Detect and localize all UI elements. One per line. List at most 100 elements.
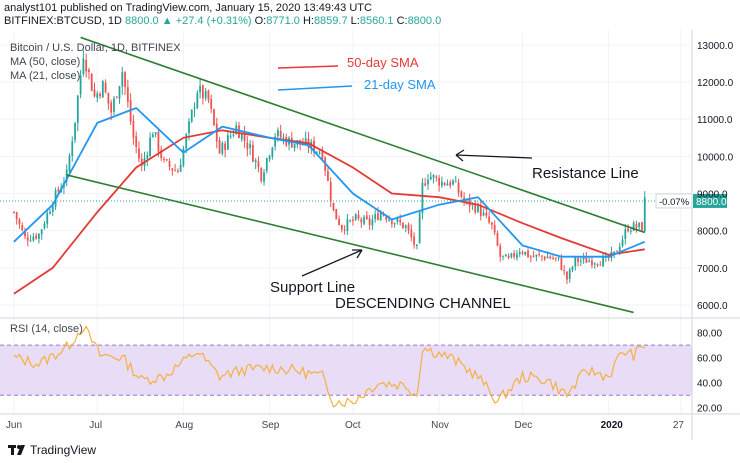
candle-body (352, 219, 354, 221)
candle-body (176, 171, 179, 173)
candle-body (26, 237, 29, 241)
candle-body (427, 179, 429, 185)
candle-body (560, 257, 563, 270)
candle-body (243, 133, 246, 141)
time-tick-label: Aug (175, 420, 193, 431)
rsi-band (0, 345, 692, 396)
resistance-annotation: Resistance Line (532, 165, 639, 182)
candle-body (338, 219, 340, 225)
candle-body (396, 218, 399, 222)
candle-body (218, 140, 221, 154)
price-badge (693, 193, 727, 208)
candle-body (82, 58, 85, 75)
candle-body (204, 90, 207, 99)
candle-body (549, 256, 552, 259)
candle-body (574, 256, 577, 267)
candle-body (332, 202, 335, 211)
candle-body (104, 82, 107, 93)
sma50-key-line (277, 65, 339, 69)
candle-body (616, 250, 618, 252)
candle-body (315, 151, 318, 153)
candle-body (40, 229, 43, 235)
candle-body (390, 220, 393, 225)
candle-body (321, 151, 324, 160)
price-tick-label: 10000.0 (697, 152, 734, 163)
price-tick-label: 11000.0 (697, 115, 733, 126)
candle-body (635, 224, 638, 228)
candle-body (115, 96, 118, 98)
time-tick-label: 2020 (601, 420, 624, 431)
candle-body (213, 109, 215, 126)
candle-body (318, 152, 321, 154)
resistance-trendline (80, 36, 646, 234)
last-price: 8800.0 (125, 15, 159, 27)
close-label: C: (396, 15, 408, 27)
candle-body (21, 225, 24, 230)
candle-body (154, 132, 157, 135)
candle-body (146, 154, 149, 159)
candle-body (101, 81, 104, 98)
candle-body (571, 266, 574, 271)
candle-body (388, 219, 390, 221)
candle-body (496, 233, 499, 246)
candle-body (132, 120, 135, 138)
candle-body (254, 160, 257, 163)
candle-body (232, 134, 235, 136)
time-tick-label: Jun (6, 420, 22, 431)
candle-body (457, 182, 460, 193)
candle-body (507, 255, 510, 258)
candle-body (93, 89, 96, 97)
candle-body (643, 197, 646, 232)
candle-body (538, 254, 541, 256)
price-tick-label: 13000.0 (697, 41, 734, 52)
candle-body (126, 87, 129, 102)
tradingview-logo-icon (8, 445, 25, 455)
high-value: 8859.7 (313, 15, 348, 27)
candle-body (435, 176, 438, 178)
candle-body (240, 133, 243, 140)
candle-body (518, 251, 521, 255)
candle-body (282, 136, 285, 138)
candle-body (271, 147, 274, 157)
candle-body (404, 225, 407, 228)
candle-body (546, 256, 549, 259)
candle-body (343, 229, 346, 231)
candle-body (29, 240, 32, 242)
candle-body (585, 257, 588, 263)
candle-body (15, 212, 18, 220)
candle-body (360, 219, 363, 223)
candle-body (51, 206, 54, 212)
candle-body (418, 212, 421, 244)
candle-body (226, 135, 229, 150)
candle-body (268, 155, 271, 160)
price-chart[interactable]: 50-day SMA 21-day SMA Resistance Line Suppo… (0, 0, 740, 440)
support-annotation: Support Line (270, 279, 355, 296)
candle-body (379, 212, 382, 221)
price-tick-label: 7000.0 (697, 264, 728, 275)
candle-body (201, 85, 204, 99)
candle-body (260, 168, 263, 181)
candle-body (552, 258, 554, 260)
candle-body (246, 142, 249, 149)
candle-body (157, 131, 160, 152)
candle-body (368, 218, 371, 225)
candle-body (452, 180, 454, 185)
footer: TradingView (0, 440, 740, 463)
candle-body (493, 225, 496, 233)
candle-body (124, 72, 126, 88)
candle-body (449, 182, 452, 186)
candle-body (541, 255, 543, 257)
time-tick-label: Jul (89, 420, 102, 431)
candle-body (468, 197, 471, 207)
candle-body (527, 250, 529, 258)
candle-body (215, 123, 218, 142)
candle-body (485, 212, 488, 216)
candle-body (393, 222, 396, 225)
candle-body (516, 254, 518, 258)
candle-body (596, 263, 599, 265)
candle-body (454, 181, 457, 183)
time-tick-label: Dec (514, 420, 532, 431)
candle-body (440, 181, 443, 186)
candle-body (249, 144, 252, 149)
high-label: H: (302, 15, 314, 27)
